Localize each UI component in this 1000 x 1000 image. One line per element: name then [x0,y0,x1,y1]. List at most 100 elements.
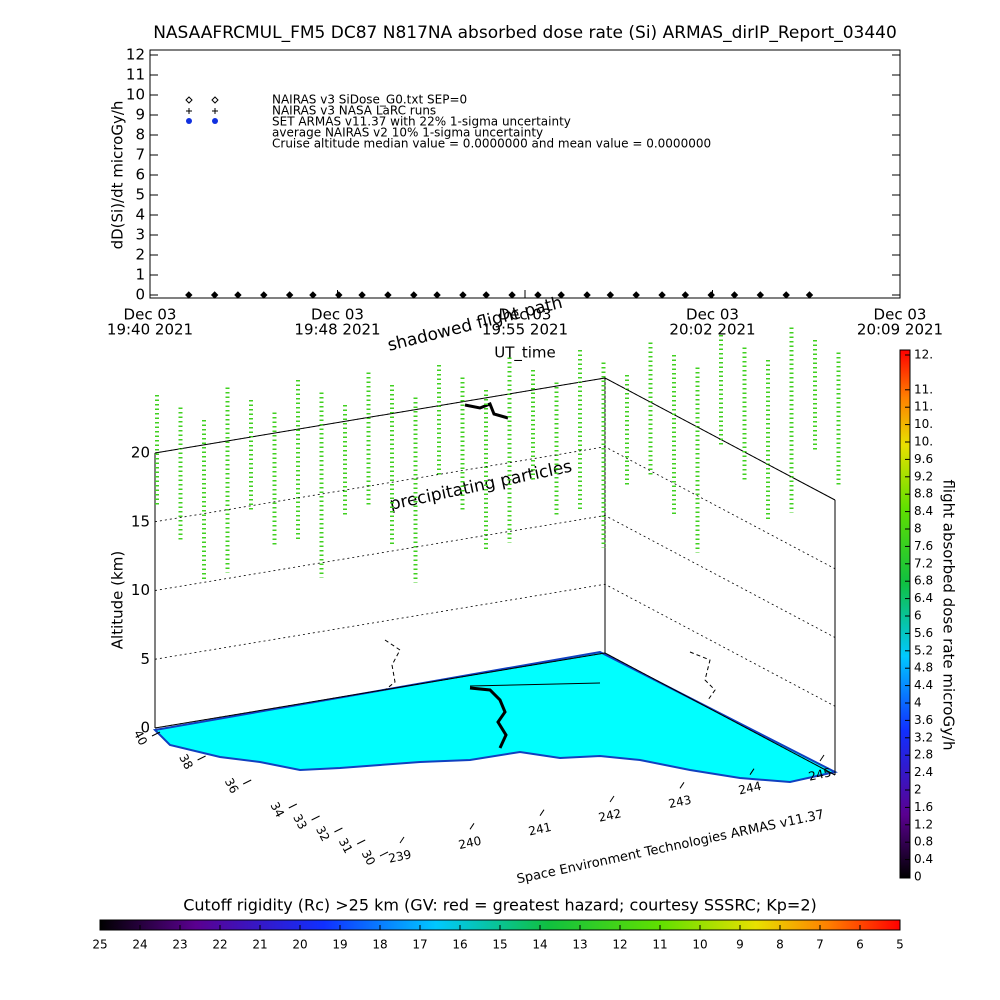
y-tick-label: 3 [135,226,145,244]
y-tick-label: 9 [135,106,145,124]
data-point [185,291,193,299]
grid-line [154,515,836,638]
colorbar-tick-label: 12 [612,938,627,952]
data-point [805,291,814,299]
legend-symbol [185,96,193,104]
contour [384,639,401,691]
y-tick-label: 7 [135,146,145,164]
data-point [606,291,615,299]
y-axis-title: dD(Si)/dt microGy/h [109,101,127,250]
colorbar-label: flight absorbed dose rate microGy/h [940,479,958,750]
colorbar-tick-label: 16 [452,938,467,952]
lon-tick-label: 244 [737,779,762,797]
colorbar-tick-label: 10 [692,938,707,952]
x-axis-title: UT_time [494,344,556,363]
tick-mark [334,827,343,833]
x-tick-label: Dec 03 [499,306,552,324]
tick-mark [242,779,252,785]
legend-symbol [212,118,218,124]
colorbar-tick-label: 17 [412,938,427,952]
top-plot-frame [149,49,901,299]
data-point [433,291,441,299]
x-tick-label: Dec 03 [311,306,364,324]
tick-mark [399,836,405,844]
y-tick-label: 5 [135,186,145,204]
colorbar-tick-label: 1.2 [914,817,933,831]
colorbar-tick-label: 24 [132,938,147,952]
data-point [285,291,294,299]
data-point [782,291,790,299]
lat-tick-label: 38 [176,752,196,772]
tick-mark [151,731,161,737]
y-tick-label: 0 [135,286,145,304]
colorbar-tick-label: 5 [896,938,904,952]
x-tick-label: 20:09 2021 [857,321,943,339]
colorbar-tick-label: 9 [736,938,744,952]
flight-path-shadow [464,402,509,420]
data-point [583,291,591,299]
lat-tick-label: 34 [267,800,287,820]
colorbar-tick-label: 3.2 [914,730,933,744]
data-point [508,291,516,299]
lat-tick-label: 30 [359,848,379,868]
colorbar-tick-label: 15 [492,938,507,952]
colorbar-tick-label: 8.4 [914,504,933,518]
colorbar-tick-label: 2 [914,783,922,797]
legend-symbol [212,108,218,114]
colorbar-tick-label: 12. [914,348,933,362]
tick-mark [539,809,545,816]
colorbar-tick-label: 21 [252,938,267,952]
x-tick-label: 20:02 2021 [669,321,755,339]
colorbar-tick-label: 3.6 [914,713,933,727]
colorbar-tick-label: 11. [914,400,933,414]
z-tick-label: 15 [131,512,150,530]
grid-line [154,377,836,501]
data-point [335,291,343,299]
colorbar-tick-label: 13 [572,938,587,952]
colorbar-tick-label: 1.6 [914,800,933,814]
data-point [534,291,542,299]
lat-tick-label: 32 [313,824,333,844]
colorbar-tick-label: 7 [816,938,824,952]
colorbar-tick-label: 9.2 [914,469,933,483]
colorbar-tick-label: 5.6 [914,626,933,640]
colorbar-tick-label: 5.2 [914,643,933,657]
legend-text: NAIRAS v3 SiDose_G0.txt SEP=0 [272,93,467,107]
colorbar-tick-label: 6.4 [914,591,933,605]
colorbar-tick-label: 11 [652,938,667,952]
y-tick-label: 1 [135,266,145,284]
lon-tick-label: 240 [457,834,482,852]
grid-line [154,446,836,570]
colorbar-label: Cutoff rigidity (Rc) >25 km (GV: red = g… [183,896,817,915]
annotation: Space Environment Technologies ARMAS v11… [515,807,825,887]
data-point [309,291,317,299]
colorbar-tick-label: 6 [914,609,922,623]
lat-tick-label: 36 [222,776,242,796]
x-tick-label: 19:55 2021 [482,321,568,339]
lon-tick-label: 241 [527,820,552,838]
x-tick-label: Dec 03 [874,306,927,324]
colorbar-tick-label: 10. [914,435,933,449]
colorbar-tick-label: 23 [172,938,187,952]
y-tick-label: 10 [126,86,145,104]
legend-symbol [186,108,192,114]
data-point [358,291,366,299]
tick-mark [469,823,475,830]
tick-mark [356,839,366,845]
tick-mark [379,851,389,857]
grid-line [154,652,836,776]
colorbar-tick-label: 8.8 [914,487,933,501]
colorbar-tick-label: 7.6 [914,539,933,553]
legend-symbol [211,96,219,104]
data-point [410,291,418,299]
colorbar-tick-label: 20 [292,938,307,952]
colorbar-tick-label: 2.8 [914,748,933,762]
colorbar-tick-label: 0.8 [914,835,933,849]
lon-tick-label: 242 [597,806,622,824]
lon-tick-label: 245 [807,765,832,783]
legend-text: SET ARMAS v11.37 with 22% 1-sigma uncert… [272,115,571,129]
tick-mark [311,815,320,821]
data-point [459,291,467,299]
legend-text: NAIRAS v3 NASA LaRC runs [272,104,436,118]
